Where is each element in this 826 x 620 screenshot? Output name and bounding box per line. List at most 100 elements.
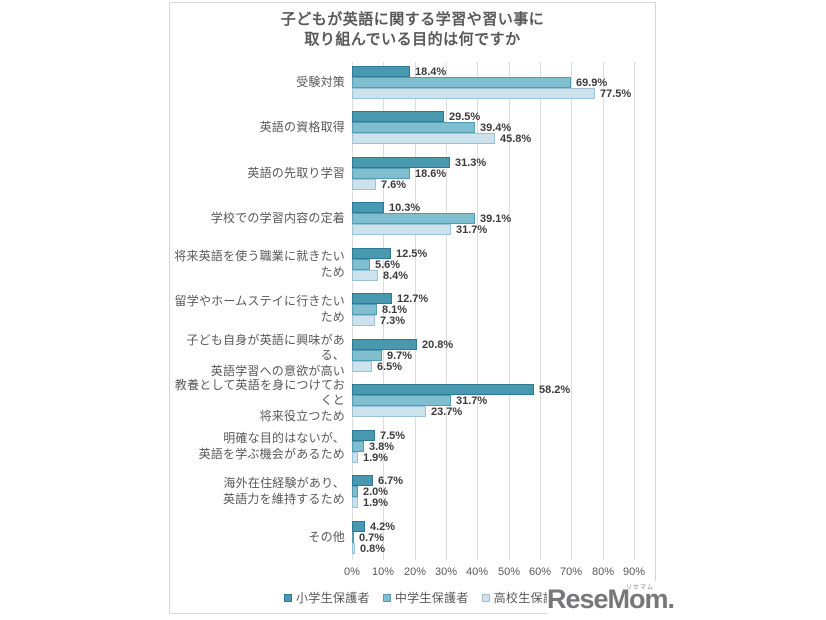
bar bbox=[352, 213, 475, 224]
gridline bbox=[415, 62, 416, 560]
gridline bbox=[509, 62, 510, 560]
bar-value-label: 23.7% bbox=[431, 406, 463, 418]
legend-swatch bbox=[382, 593, 391, 602]
bar bbox=[352, 486, 358, 497]
bar-value-label: 7.6% bbox=[381, 179, 407, 191]
bar bbox=[352, 452, 358, 463]
legend-swatch bbox=[481, 593, 490, 602]
bar-value-label: 58.2% bbox=[539, 384, 571, 396]
bar-value-label: 29.5% bbox=[449, 111, 481, 123]
bar bbox=[352, 168, 410, 179]
bar-value-label: 39.1% bbox=[480, 213, 512, 225]
bar-value-label: 8.1% bbox=[382, 304, 408, 316]
gridline bbox=[634, 62, 635, 560]
bar-value-label: 1.9% bbox=[363, 452, 389, 464]
bar bbox=[352, 543, 355, 554]
legend-label: 小学生保護者 bbox=[296, 591, 370, 605]
bar-value-label: 18.6% bbox=[415, 168, 447, 180]
bar-value-label: 8.4% bbox=[383, 270, 409, 282]
bar-value-label: 31.7% bbox=[456, 224, 488, 236]
legend-item: 中学生保護者 bbox=[382, 589, 469, 606]
category-label: 明確な目的はないが、 英語を学ぶ機会があるため bbox=[198, 431, 345, 461]
bar bbox=[352, 270, 378, 281]
chart-frame bbox=[169, 2, 656, 614]
bar bbox=[352, 77, 571, 88]
resemom-logo: リセマム ReseMom. bbox=[547, 581, 675, 617]
gridline bbox=[571, 62, 572, 560]
bar bbox=[352, 66, 410, 77]
x-tick-label: 0% bbox=[344, 566, 360, 578]
category-label: 学校での学習内容の定着 bbox=[210, 211, 345, 226]
category-label: 海外在住経験があり、 英語力を維持するため bbox=[222, 476, 345, 506]
x-tick-label: 60% bbox=[528, 566, 552, 578]
bar bbox=[352, 361, 372, 372]
gridline bbox=[540, 62, 541, 560]
bar bbox=[352, 350, 382, 361]
category-label: 英語の資格取得 bbox=[259, 120, 345, 135]
x-tick-label: 40% bbox=[465, 566, 489, 578]
logo-text: ReseMom. bbox=[547, 584, 675, 614]
bar bbox=[352, 315, 375, 326]
x-tick-label: 80% bbox=[591, 566, 615, 578]
legend-swatch bbox=[284, 593, 292, 602]
x-tick-label: 50% bbox=[497, 566, 521, 578]
gridline bbox=[383, 62, 384, 560]
category-label: その他 bbox=[308, 530, 345, 545]
bar-value-label: 7.5% bbox=[380, 430, 406, 442]
bar-value-label: 45.8% bbox=[500, 133, 532, 145]
bar-value-label: 6.5% bbox=[377, 361, 403, 373]
bar bbox=[352, 339, 417, 350]
bar bbox=[352, 122, 475, 133]
bar bbox=[352, 395, 451, 406]
bar-value-label: 20.8% bbox=[422, 339, 454, 351]
bar bbox=[352, 304, 377, 315]
x-tick-label: 30% bbox=[434, 566, 458, 578]
gridline bbox=[477, 62, 478, 560]
bar-value-label: 12.5% bbox=[396, 248, 428, 260]
x-tick-label: 90% bbox=[622, 566, 646, 578]
logo-ruby-text: リセマム bbox=[625, 585, 654, 591]
bar-value-label: 69.9% bbox=[576, 77, 608, 89]
bar-value-label: 0.7% bbox=[359, 532, 385, 544]
bar bbox=[352, 430, 375, 441]
category-label: 英語の先取り学習 bbox=[247, 166, 345, 181]
bar-value-label: 5.6% bbox=[375, 259, 401, 271]
bar bbox=[352, 202, 384, 213]
bar bbox=[352, 224, 451, 235]
category-label: 子ども自身が英語に興味がある、 英語学習への意欲が高い bbox=[186, 332, 345, 378]
bar-value-label: 9.7% bbox=[387, 350, 413, 362]
bar bbox=[352, 259, 370, 270]
bar bbox=[352, 157, 450, 168]
bar bbox=[352, 532, 354, 543]
bar bbox=[352, 497, 358, 508]
bar bbox=[352, 293, 392, 304]
x-tick-label: 70% bbox=[559, 566, 583, 578]
bar bbox=[352, 406, 426, 417]
bar-value-label: 7.3% bbox=[380, 315, 406, 327]
bar bbox=[352, 384, 534, 395]
legend-label: 中学生保護者 bbox=[394, 591, 469, 605]
bar-value-label: 1.9% bbox=[363, 497, 389, 509]
bar bbox=[352, 248, 391, 259]
bar bbox=[352, 88, 595, 99]
bar bbox=[352, 441, 364, 452]
bar bbox=[352, 179, 376, 190]
bar bbox=[352, 111, 444, 122]
bar-value-label: 10.3% bbox=[389, 202, 421, 214]
legend: 小学生保護者 中学生保護者 高校生保護者 bbox=[284, 589, 567, 606]
legend-item: 小学生保護者 bbox=[284, 589, 370, 606]
bar bbox=[352, 133, 495, 144]
bar-value-label: 39.4% bbox=[480, 122, 512, 134]
category-label: 将来英語を使う職業に就きたいため bbox=[174, 249, 345, 279]
bar-value-label: 18.4% bbox=[415, 66, 447, 78]
bar-value-label: 3.8% bbox=[369, 441, 395, 453]
bar-value-label: 77.5% bbox=[600, 88, 632, 100]
gridline bbox=[446, 62, 447, 560]
category-label: 教養として英語を身につけておくと 将来役立つため bbox=[174, 377, 345, 423]
bar-value-label: 2.0% bbox=[363, 486, 389, 498]
bar-value-label: 0.8% bbox=[360, 543, 386, 555]
category-label: 受験対策 bbox=[296, 75, 345, 90]
x-tick-label: 20% bbox=[403, 566, 427, 578]
